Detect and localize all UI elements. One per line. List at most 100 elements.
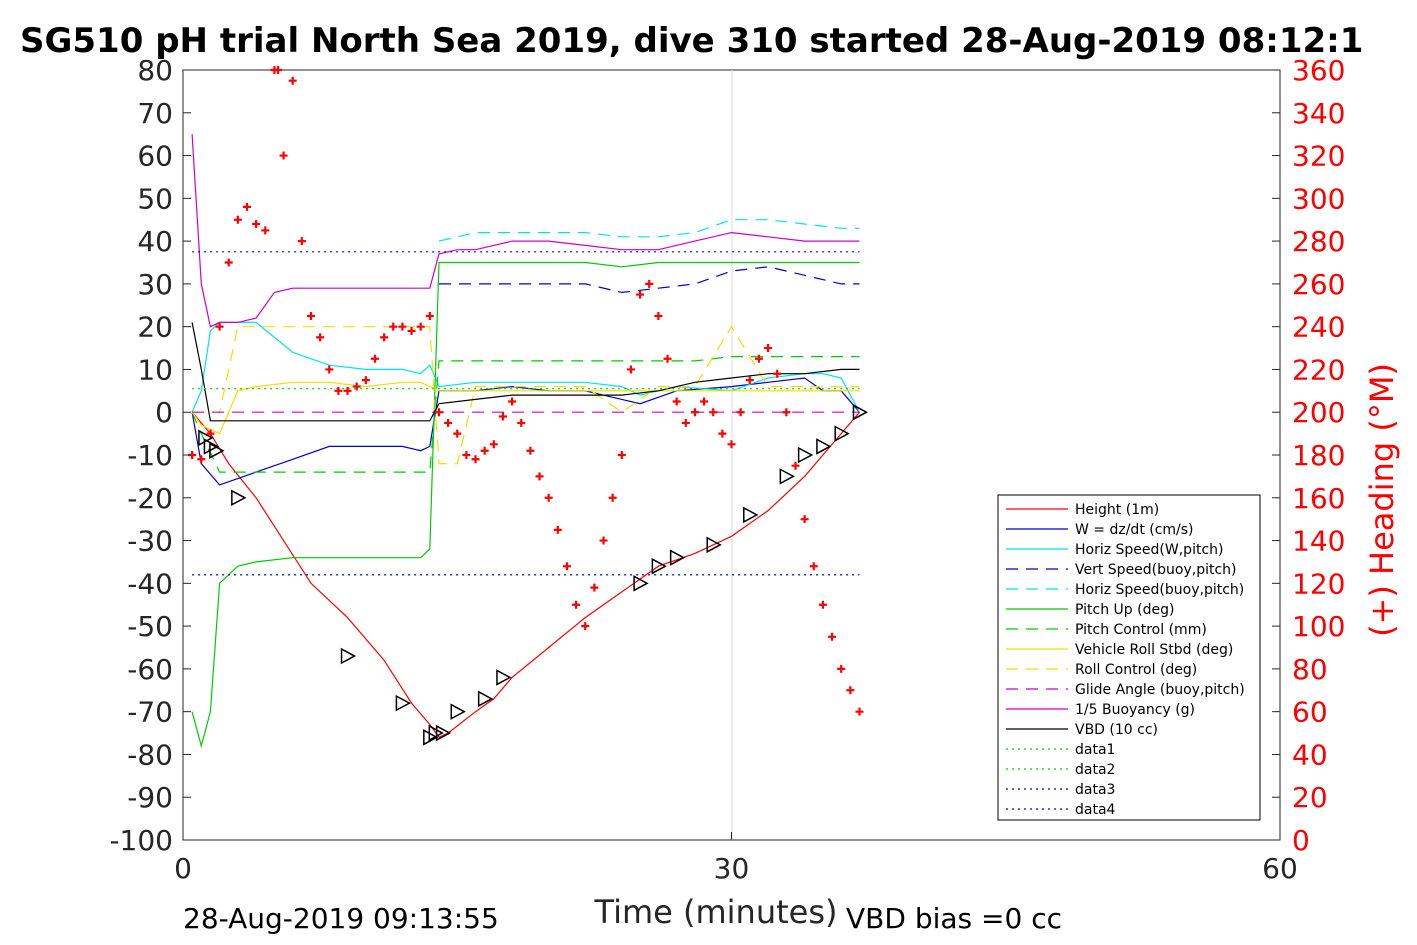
- heading-series: [188, 66, 864, 716]
- y-tick-label: -30: [127, 525, 173, 558]
- y-tick-label: -80: [127, 738, 173, 771]
- series-vehicle-roll-stbd-deg: [191, 381, 860, 435]
- heading-point: [855, 707, 864, 716]
- y-right-tick-label: 340: [1292, 97, 1345, 130]
- heading-point: [242, 202, 251, 211]
- y-tick-label: 60: [137, 140, 173, 173]
- series-roll-control-deg: [192, 325, 860, 465]
- y-axis-left: 80 70 60 50 40 30 20 10 0 -10 -20 -30 -40 -50 -60 -70 -8…: [109, 54, 191, 857]
- heading-point: [617, 451, 626, 459]
- height-marker: [423, 729, 439, 746]
- heading-point: [553, 525, 562, 534]
- heading-point: [434, 408, 443, 417]
- heading-point: [544, 493, 553, 502]
- legend-label: Vert Speed(buoy,pitch): [1075, 562, 1237, 578]
- y-tick-label: 40: [137, 225, 173, 258]
- series-pitch-control-mm: [191, 356, 860, 473]
- y-right-tick-label: 160: [1292, 482, 1345, 515]
- y-right-tick-label: 360: [1292, 54, 1345, 87]
- legend-label: Height (1m): [1075, 502, 1159, 518]
- height-marker: [496, 669, 512, 686]
- heading-point: [636, 290, 645, 299]
- heading-point: [809, 562, 818, 571]
- y-tick-label: -40: [127, 567, 173, 600]
- heading-point: [837, 664, 846, 673]
- x-tick-label: 60: [1262, 852, 1298, 885]
- series-1-5-buoyancy-g: [191, 134, 860, 328]
- heading-point: [526, 446, 535, 455]
- legend-label: data1: [1075, 742, 1115, 758]
- y-right-tick-label: 180: [1292, 439, 1345, 472]
- height-marker: [198, 429, 214, 447]
- height-marker: [633, 575, 649, 592]
- height-marker: [706, 536, 722, 554]
- height-marker: [477, 690, 494, 708]
- heading-point: [444, 418, 453, 427]
- heading-point: [800, 515, 809, 524]
- y-right-tick-label: 320: [1292, 140, 1345, 173]
- heading-point: [380, 333, 389, 342]
- heading-point: [370, 354, 379, 363]
- heading-point: [818, 600, 827, 609]
- heading-point: [681, 418, 690, 427]
- heading-point: [700, 397, 709, 406]
- heading-point: [306, 311, 315, 320]
- legend-label: Pitch Up (deg): [1075, 602, 1174, 618]
- heading-point: [224, 258, 233, 267]
- y-right-tick-label: 220: [1292, 353, 1345, 386]
- heading-point: [297, 237, 306, 246]
- heading-point: [508, 397, 517, 406]
- y-right-tick-label: 0: [1292, 824, 1310, 857]
- height-marker: [395, 694, 411, 712]
- heading-point: [325, 365, 334, 374]
- heading-point: [791, 461, 800, 470]
- height-marker: [340, 647, 357, 665]
- heading-point: [690, 408, 699, 417]
- heading-point: [773, 369, 782, 378]
- legend: Height (1m) W = dz/dt (cm/s) Horiz Speed(W…: [997, 494, 1261, 821]
- heading-point: [279, 151, 288, 160]
- height-marker: [834, 425, 850, 442]
- heading-point: [645, 279, 654, 288]
- heading-point: [407, 326, 416, 335]
- heading-point: [663, 354, 672, 363]
- heading-point: [498, 412, 507, 421]
- y-tick-label: -70: [127, 696, 173, 729]
- height-marker: [203, 438, 220, 455]
- heading-point: [672, 397, 681, 406]
- legend-label: Horiz Speed(W,pitch): [1075, 542, 1223, 558]
- y-tick-label: 80: [137, 54, 173, 87]
- y-tick-label: 50: [137, 182, 173, 215]
- heading-point: [480, 446, 489, 455]
- heading-point: [489, 440, 498, 449]
- heading-point: [517, 418, 526, 427]
- y-right-tick-label: 100: [1292, 610, 1345, 643]
- heading-point: [343, 386, 352, 395]
- heading-point: [274, 66, 283, 74]
- heading-point: [288, 76, 297, 85]
- heading-point: [215, 322, 224, 331]
- series-vert-speed-buoy-pitch: [439, 266, 860, 294]
- footer-timestamp: 28-Aug-2019 09:13:55: [183, 902, 499, 935]
- y-tick-label: 20: [137, 311, 173, 344]
- heading-point: [562, 562, 571, 571]
- heading-point: [599, 536, 608, 545]
- y-right-tick-label: 20: [1292, 781, 1328, 814]
- heading-point: [471, 455, 480, 464]
- footer-vbd-bias: VBD bias =0 cc: [846, 902, 1062, 935]
- heading-point: [626, 365, 635, 374]
- legend-label: 1/5 Buoyancy (g): [1075, 702, 1195, 718]
- y-tick-label: 70: [137, 97, 173, 130]
- y-axis-right: 3603403203002802602402202001801601401201…: [1272, 54, 1345, 857]
- y-axis-right-label: (+) Heading (°M): [1363, 363, 1401, 637]
- y-right-tick-label: 240: [1292, 311, 1345, 344]
- heading-point: [197, 455, 206, 464]
- y-right-tick-label: 40: [1292, 738, 1328, 771]
- chart-title: SG510 pH trial North Sea 2019, dive 310 …: [20, 21, 1363, 61]
- heading-point: [252, 220, 261, 228]
- height-marker: [651, 557, 667, 575]
- y-right-tick-label: 140: [1292, 525, 1345, 558]
- height-marker: [852, 403, 869, 421]
- height-marker: [743, 506, 759, 524]
- legend-label: Glide Angle (buoy,pitch): [1075, 682, 1245, 698]
